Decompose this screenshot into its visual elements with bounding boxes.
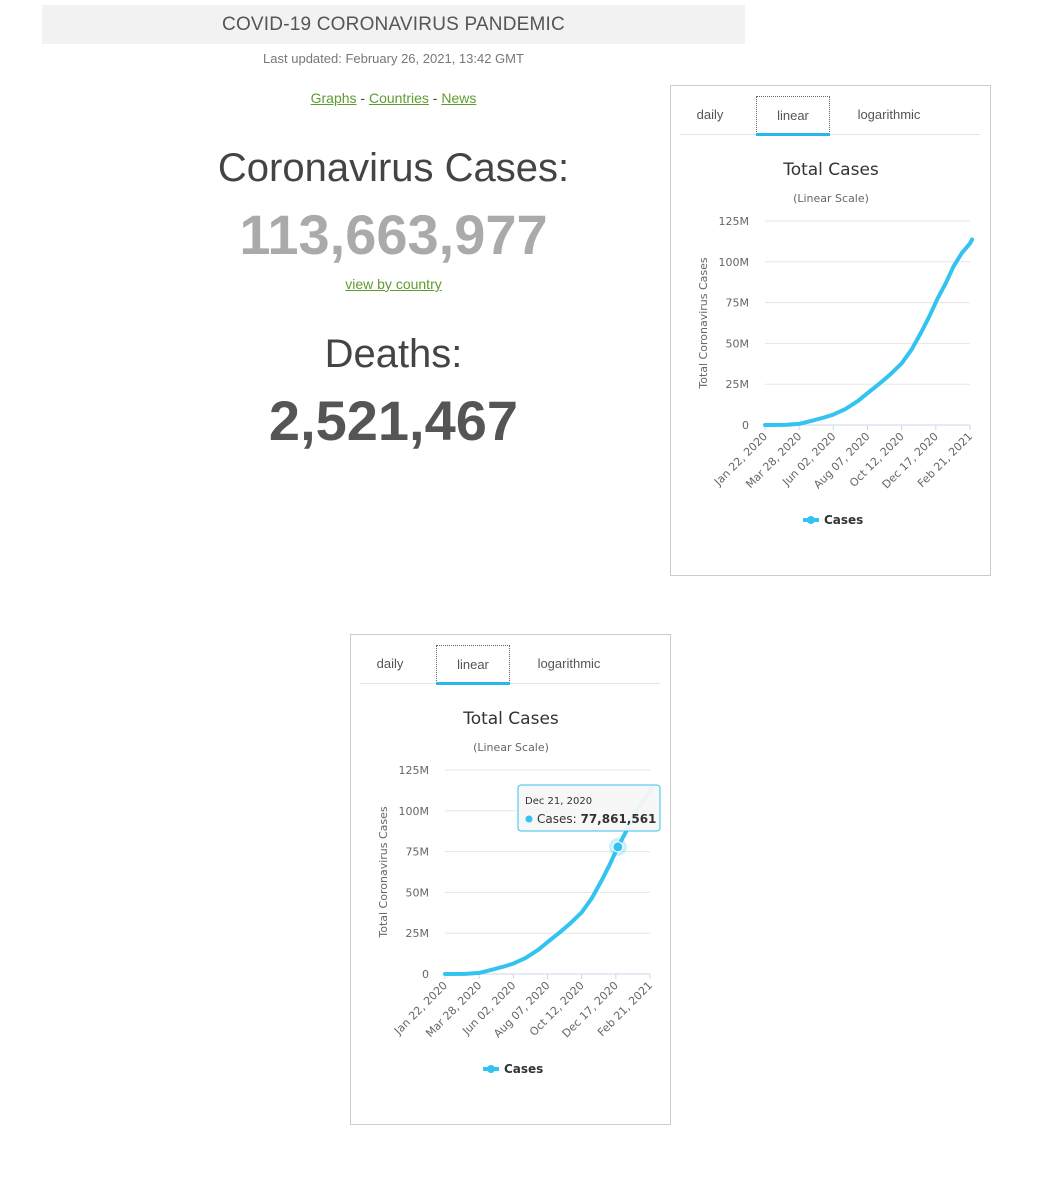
total-cases-chart-panel: daily linear logarithmic Total Cases (Lin… xyxy=(670,85,991,576)
tooltip-series-line: Cases: 77,861,561 xyxy=(537,812,656,826)
legend-item-cases[interactable]: Cases xyxy=(824,513,863,527)
last-updated: Last updated: February 26, 2021, 13:42 G… xyxy=(263,51,524,66)
series-line-cases[interactable] xyxy=(763,237,975,427)
chart-tabs: daily linear logarithmic xyxy=(680,96,980,136)
chart-subtitle: (Linear Scale) xyxy=(793,192,869,205)
y-axis-label: Total Coronavirus Cases xyxy=(377,806,390,939)
y-tick-label: 50M xyxy=(726,337,750,350)
y-tick-label: 50M xyxy=(406,886,430,899)
tooltip-date: Dec 21, 2020 xyxy=(525,796,592,807)
news-link[interactable]: News xyxy=(441,90,477,106)
nav-links: Graphs - Countries - News xyxy=(42,90,745,106)
hover-point[interactable] xyxy=(612,841,624,853)
y-axis-label: Total Coronavirus Cases xyxy=(697,257,710,390)
chart-tabs: daily linear logarithmic xyxy=(360,645,660,685)
graphs-link[interactable]: Graphs xyxy=(310,90,357,106)
tooltip-separator: : xyxy=(573,812,581,826)
total-cases-chart: Total Cases (Linear Scale) Total Coronavir… xyxy=(377,709,661,1076)
tooltip-series-name: Cases xyxy=(537,812,573,826)
page-header: COVID-19 CORONAVIRUS PANDEMIC xyxy=(42,5,745,44)
cases-count: 113,663,977 xyxy=(239,203,548,266)
y-tick-label: 125M xyxy=(399,764,430,777)
legend-item-cases[interactable]: Cases xyxy=(504,1062,543,1076)
chart-subtitle: (Linear Scale) xyxy=(473,741,549,754)
tooltip xyxy=(517,784,661,832)
y-tick-label: 25M xyxy=(726,378,750,391)
y-tick-label: 25M xyxy=(406,927,430,940)
deaths-label: Deaths: xyxy=(324,332,463,376)
page-title: COVID-19 CORONAVIRUS PANDEMIC xyxy=(222,13,565,35)
y-tick-label: 0 xyxy=(422,968,429,981)
y-tick-label: 100M xyxy=(399,805,430,818)
nav-separator: - xyxy=(428,90,442,106)
y-tick-label: 75M xyxy=(406,846,430,859)
total-cases-chart-panel-hover: daily linear logarithmic Total Cases (Lin… xyxy=(350,634,671,1125)
legend-marker xyxy=(807,516,815,524)
chart-title: Total Cases xyxy=(782,160,879,180)
tab-daily[interactable]: daily xyxy=(376,656,404,671)
deaths-count: 2,521,467 xyxy=(268,389,519,452)
countries-link[interactable]: Countries xyxy=(368,90,429,106)
view-by-country-link[interactable]: view by country xyxy=(345,276,442,292)
nav-separator: - xyxy=(356,90,369,106)
chart-title: Total Cases xyxy=(462,709,559,729)
view-by-country: view by country xyxy=(42,276,745,292)
tab-daily[interactable]: daily xyxy=(696,107,724,122)
tab-logarithmic[interactable]: logarithmic xyxy=(537,656,601,671)
y-tick-label: 100M xyxy=(719,256,750,269)
tab-linear[interactable]: linear xyxy=(756,96,830,136)
legend-marker xyxy=(487,1065,495,1073)
total-cases-chart: Total Cases (Linear Scale) Total Coronavir… xyxy=(697,160,975,527)
cases-label: Coronavirus Cases: xyxy=(217,146,570,190)
y-tick-label: 125M xyxy=(719,215,750,228)
y-tick-label: 75M xyxy=(726,297,750,310)
tab-logarithmic[interactable]: logarithmic xyxy=(857,107,921,122)
tooltip-value: 77,861,561 xyxy=(580,812,656,826)
tab-linear[interactable]: linear xyxy=(436,645,510,685)
y-tick-label: 0 xyxy=(742,419,749,432)
tooltip-series-marker xyxy=(525,815,533,823)
